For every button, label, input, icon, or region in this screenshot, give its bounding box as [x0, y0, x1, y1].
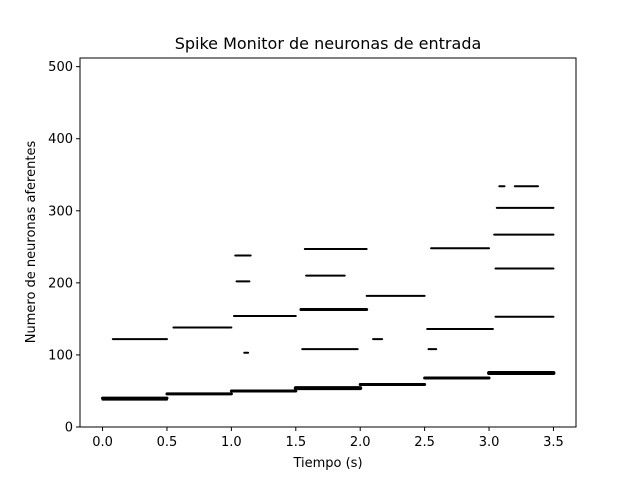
y-tick-label: 0: [65, 421, 73, 436]
x-tick-label: 3.5: [543, 435, 564, 450]
x-tick-label: 3.0: [479, 435, 500, 450]
x-axis-label: Tiempo (s): [292, 456, 362, 471]
x-tick-label: 1.0: [221, 435, 242, 450]
x-axis-ticks: 0.0 0.5 1.0 1.5 2.0 2.5 3.0 3.5: [92, 427, 564, 450]
plot-frame: [79, 57, 577, 428]
y-tick-label: 400: [48, 132, 73, 147]
x-tick-label: 0.5: [157, 435, 178, 450]
spike-marks: [101, 185, 556, 401]
y-tick-label: 200: [48, 276, 73, 291]
x-tick-label: 2.5: [414, 435, 435, 450]
y-tick-label: 500: [48, 60, 73, 75]
y-axis-ticks: 0 100 200 300 400 500: [48, 60, 80, 436]
x-tick-label: 2.0: [350, 435, 371, 450]
x-tick-label: 1.5: [285, 435, 306, 450]
y-tick-label: 300: [48, 204, 73, 219]
y-axis-label: Numero de neuronas aferentes: [24, 141, 39, 344]
x-tick-label: 0.0: [92, 435, 113, 450]
chart-title: Spike Monitor de neuronas de entrada: [175, 34, 482, 53]
y-tick-label: 100: [48, 348, 73, 363]
